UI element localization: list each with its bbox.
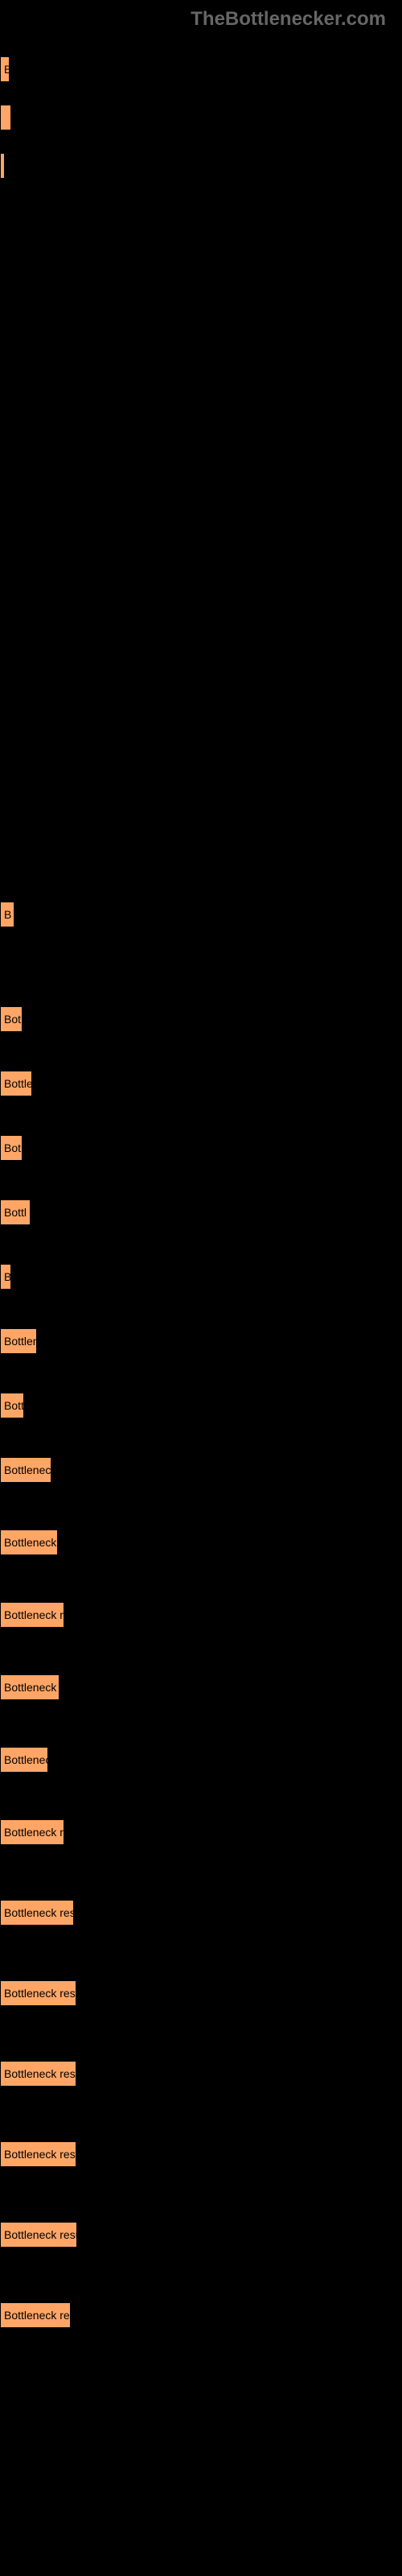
chart-bar: Bott [0,1393,24,1418]
bar-label: B [4,908,11,921]
bar-label: B [4,63,10,76]
bar-row: Bottl [0,1199,402,1228]
bar-label: Bottleneck [4,1753,48,1766]
chart-bar: Bottleneck resu [0,1819,64,1845]
bar-label: Bottleneck result [4,2228,77,2241]
bar-label: Bot [4,1141,21,1154]
bar-label: Bottleneck resul [4,2309,71,2322]
bar-label: Bot [4,1013,21,1026]
chart-bar: Bottleneck resu [0,1602,64,1628]
chart-bar [0,105,11,130]
bar-row: B [0,56,402,85]
bar-label: Bottleneck r [4,1463,51,1476]
bar-row [0,153,402,182]
header-text: TheBottlenecker.com [191,8,386,30]
chart-bar: Bottl [0,1199,31,1225]
bar-label: Bottleneck result [4,1987,76,2000]
bar-row: B [0,1264,402,1293]
bar-label: Bottleneck res [4,1681,59,1694]
bar-row: Bottleneck [0,1747,402,1776]
chart-bar: Bottleneck r [0,1457,51,1483]
chart-bar: Bottleneck re [0,1530,58,1555]
bar-row: B [0,902,402,931]
chart-bar: Bottleneck res [0,1674,59,1700]
bar-row: Bottleneck result [0,2141,402,2170]
chart-bar: Bottleneck result [0,2061,76,2087]
bar-row: Bottleneck result [0,2222,402,2251]
bar-label: Bottlene [4,1335,37,1348]
bar-row: Bottleneck resu [0,1819,402,1848]
bar-row: Bottleneck result [0,2061,402,2090]
chart-bar: Bottleneck [0,1747,48,1773]
chart-bar: Bottlene [0,1328,37,1354]
bar-label: Bottleneck resu [4,1608,64,1621]
chart-bar: Bottleneck result [0,2141,76,2167]
bar-label: Bott [4,1399,24,1412]
chart-bar [0,153,5,179]
chart-bar: Bottleneck resul [0,2302,71,2328]
bar-label: Bottleneck result [4,2148,76,2161]
bar-row: Bottleneck resul [0,2302,402,2331]
chart-bar: Bottleneck result [0,1980,76,2006]
bar-label: Bottl [4,1206,27,1219]
bar-label: Bottleneck result [4,2067,76,2080]
bar-row: Bottlen [0,1071,402,1100]
chart-bar: Bottlen [0,1071,32,1096]
bar-row: Bottleneck re [0,1530,402,1558]
bar-row: Bottleneck resu [0,1602,402,1631]
bar-label: Bottlen [4,1077,32,1090]
bar-row: Bottleneck result [0,1900,402,1929]
chart-bar: Bottleneck result [0,1900,74,1926]
bar-row: Bott [0,1393,402,1422]
bar-label: Bottleneck re [4,1536,58,1549]
bar-row: Bot [0,1006,402,1035]
bar-label: Bottleneck resu [4,1826,64,1839]
bar-label: Bottleneck result [4,1906,74,1919]
bar-label: B [4,1270,11,1283]
bar-row: Bottleneck r [0,1457,402,1486]
bar-row: Bottleneck result [0,1980,402,2009]
chart-bar: Bot [0,1006,23,1032]
chart-bar: Bot [0,1135,23,1161]
page-header: TheBottlenecker.com [191,8,386,31]
chart-bar: B [0,902,14,927]
bar-row: Bot [0,1135,402,1164]
chart-bar: Bottleneck result [0,2222,77,2248]
bar-row [0,105,402,134]
chart-bar: B [0,1264,11,1290]
bar-row: Bottleneck res [0,1674,402,1703]
bar-row: Bottlene [0,1328,402,1357]
chart-bar: B [0,56,10,82]
